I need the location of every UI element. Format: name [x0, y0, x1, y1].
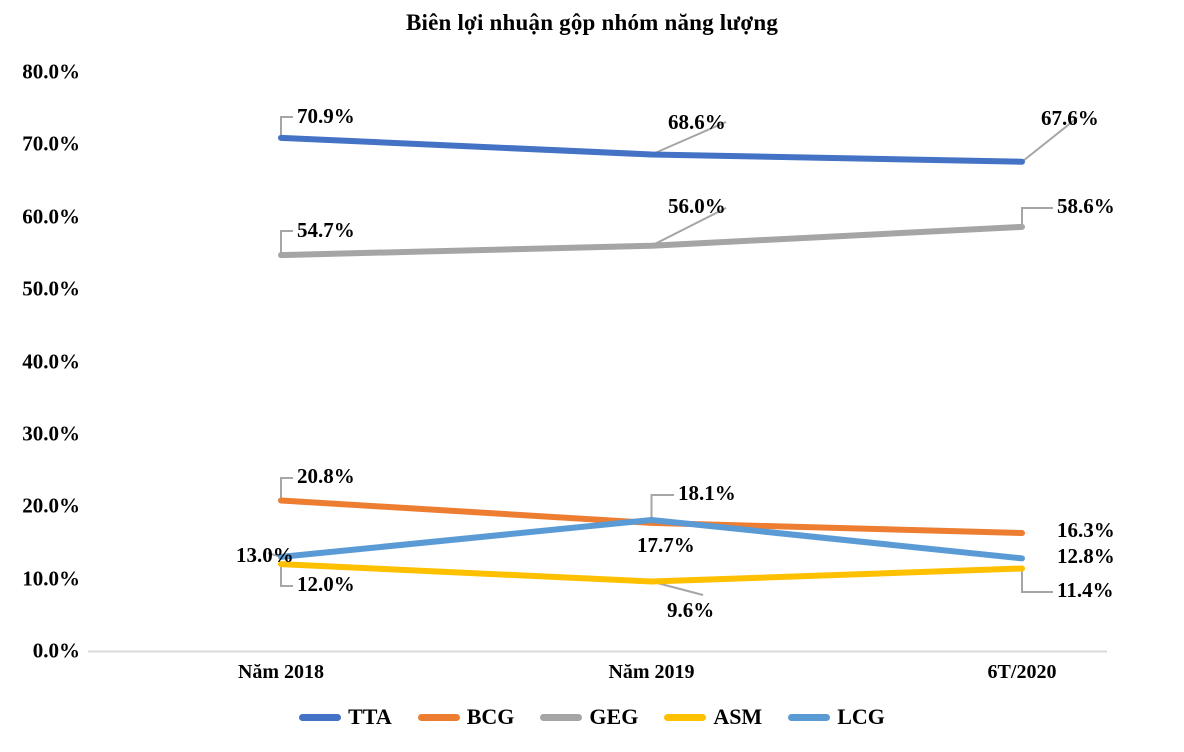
legend-item-tta[interactable]: TTA [299, 706, 392, 728]
data-label-leader-line [651, 121, 727, 156]
data-label: 68.6% [668, 110, 726, 134]
data-label-leader-line [1021, 207, 1053, 227]
data-label: 13.0% [236, 543, 294, 567]
data-label: 70.9% [297, 104, 355, 128]
data-label: 12.8% [1057, 544, 1115, 568]
y-axis-tick-label: 20.0% [22, 493, 80, 518]
data-label: 18.1% [678, 481, 736, 505]
y-axis-tick-label: 30.0% [22, 421, 80, 446]
data-label: 16.3% [1057, 518, 1115, 542]
y-axis-tick-label: 80.0% [22, 59, 80, 84]
series-line-tta [278, 134, 1025, 165]
legend-swatch-icon [540, 713, 583, 721]
y-axis-tick-label: 0.0% [32, 638, 80, 663]
data-label-leader-line [280, 230, 293, 256]
y-axis-tick-label: 70.0% [22, 131, 80, 156]
chart-legend: TTA BCG GEG ASM LCG [0, 706, 1184, 728]
x-axis-tick-label: Năm 2019 [608, 661, 695, 683]
chart-title: Biên lợi nhuận gộp nhóm năng lượng [405, 10, 779, 35]
series-line-geg [278, 223, 1025, 259]
data-label-leader-line [650, 494, 674, 521]
data-label-leader-line [280, 116, 293, 138]
data-label: 17.7% [637, 533, 695, 557]
data-label: 11.4% [1057, 578, 1114, 602]
data-label: 58.6% [1057, 194, 1115, 218]
data-label: 9.6% [667, 598, 715, 622]
legend-label: LCG [837, 704, 885, 729]
x-axis-tick-label: Năm 2018 [237, 661, 325, 683]
data-label-leader-line [1021, 117, 1078, 163]
y-axis-tick-label: 40.0% [22, 349, 80, 373]
data-label-leader-line [651, 207, 727, 247]
legend-swatch-icon [664, 713, 707, 721]
series-line-lcg [278, 517, 1025, 562]
legend-swatch-icon [788, 713, 831, 721]
x-axis-tick-label: 6T/2020 [987, 661, 1057, 683]
legend-item-lcg[interactable]: LCG [788, 706, 885, 728]
legend-item-asm[interactable]: ASM [664, 706, 762, 728]
legend-item-geg[interactable]: GEG [540, 706, 638, 728]
data-label: 54.7% [297, 218, 355, 242]
series-line-asm [278, 561, 1025, 585]
legend-label: ASM [713, 704, 763, 729]
y-axis: 80.0% 70.0% 60.0% 50.0% 40.0% 30.0% 20.0% 10.0%… [0, 0, 80, 752]
data-label: 67.6% [1041, 106, 1099, 130]
legend-label: GEG [589, 704, 639, 729]
data-label: 12.0% [297, 572, 355, 596]
legend-item-bcg[interactable]: BCG [417, 704, 515, 729]
y-axis-tick-label: 60.0% [22, 204, 80, 229]
data-label: 20.8% [297, 464, 355, 488]
legend-swatch-icon [299, 713, 342, 721]
data-label-leader-line [280, 564, 293, 587]
legend-label: BCG [466, 704, 515, 729]
data-label-leader-line [1021, 568, 1053, 593]
y-axis-tick-label: 10.0% [22, 566, 80, 591]
data-label: 56.0% [668, 194, 726, 218]
legend-label: TTA [348, 704, 392, 729]
y-axis-tick-label: 50.0% [22, 276, 80, 301]
data-label-leader-line [280, 477, 293, 501]
legend-swatch-icon [417, 713, 460, 721]
